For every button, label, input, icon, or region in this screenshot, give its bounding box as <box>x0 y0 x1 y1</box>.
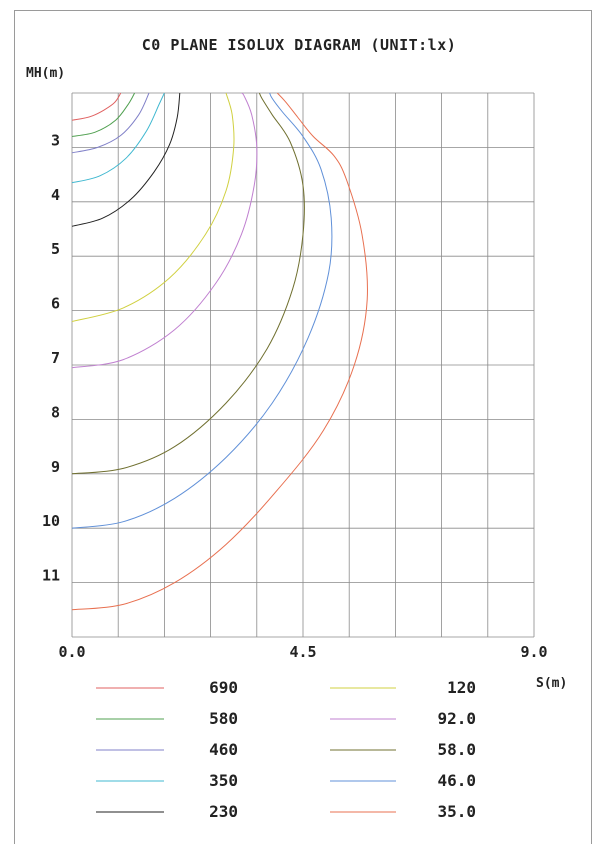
chart-title: C0 PLANE ISOLUX DIAGRAM (UNIT:lx) <box>141 36 457 54</box>
y-axis-label: MH(m) <box>26 66 66 81</box>
legend-label: 58.0 <box>437 740 476 759</box>
legend-label: 120 <box>447 678 476 697</box>
legend-label: 35.0 <box>437 802 476 821</box>
legend-label: 690 <box>209 678 238 697</box>
y-tick-label: 8 <box>51 403 60 421</box>
y-tick-label: 9 <box>51 458 60 476</box>
legend-label: 230 <box>209 802 238 821</box>
legend-label: 46.0 <box>437 771 476 790</box>
legend-label: 92.0 <box>437 709 476 728</box>
isolux-line-46.0 <box>72 93 333 529</box>
legend-label: 350 <box>209 771 238 790</box>
isolux-line-580 <box>72 93 136 137</box>
legend-label: 580 <box>209 709 238 728</box>
y-tick-label: 5 <box>51 240 60 258</box>
x-axis-label: S(m) <box>536 676 568 691</box>
y-tick-label: 3 <box>51 131 60 149</box>
x-tick-label: 0.0 <box>58 643 85 661</box>
y-tick-label: 6 <box>51 295 60 313</box>
isolux-line-230 <box>72 93 181 227</box>
isolux-line-460 <box>72 93 150 154</box>
y-tick-label: 11 <box>42 567 60 585</box>
legend-label: 460 <box>209 740 238 759</box>
y-tick-label: 4 <box>51 186 60 204</box>
chart-frame <box>14 10 592 844</box>
x-tick-label: 4.5 <box>289 643 316 661</box>
x-tick-label: 9.0 <box>520 643 547 661</box>
y-tick-label: 7 <box>51 349 60 367</box>
isolux-line-35.0 <box>72 93 368 611</box>
isolux-line-120 <box>72 93 235 322</box>
isolux-line-690 <box>72 93 122 121</box>
isolux-line-350 <box>72 93 165 184</box>
y-tick-label: 10 <box>42 512 60 530</box>
isolux-line-58.0 <box>72 93 305 475</box>
isolux-line-92.0 <box>72 93 258 369</box>
